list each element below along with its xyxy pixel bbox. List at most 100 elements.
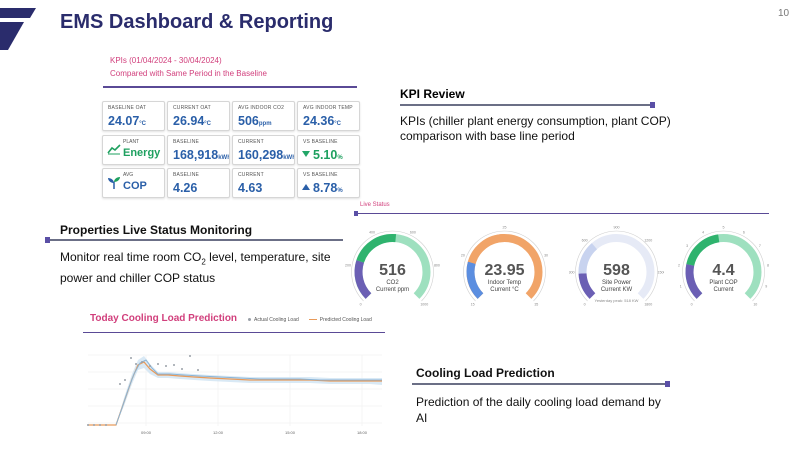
gauge-indoor-temp[interactable]: 15 20 25 30 35 23.95 Indoor Temp Current °C (457, 225, 552, 307)
kpi-label: CURRENT (238, 172, 264, 178)
kpi-value: 26.94°C (173, 114, 212, 128)
kpi-label: AVG INDOOR CO2 (238, 105, 285, 111)
prediction-confidence-band (88, 356, 382, 425)
gauge-value: 516 (379, 262, 406, 279)
kpi-category-name: COP (123, 180, 147, 192)
kpi-card-energy-baseline[interactable]: BASELINE 168,918kWh (167, 135, 230, 165)
x-tick-label: 15:00 (285, 430, 296, 435)
x-tick-label: 12:00 (213, 430, 224, 435)
properties-divider (45, 237, 343, 243)
kpi-card-cop-vs-baseline[interactable]: VS BASELINE 8.78% (297, 168, 360, 198)
cooling-chart-legend[interactable]: Actual Cooling Load Predicted Cooling Loa… (248, 317, 372, 323)
kpi-card-avg-cop[interactable]: AVG COP (102, 168, 165, 198)
gauge-tick-label: 20 (461, 253, 465, 257)
plant-sprout-icon (108, 177, 120, 189)
gauge-fill-low (354, 260, 372, 299)
cooling-prediction-heading: Cooling Load Prediction (416, 366, 555, 380)
gauge-tick-label: 0 (691, 302, 693, 306)
kpi-category-label: PLANT (123, 139, 140, 145)
cooling-chart-divider (83, 332, 385, 333)
x-axis-ticks: 09:00 12:00 15:00 18:00 (141, 430, 368, 435)
page-number: 10 (778, 8, 790, 19)
divider-end-marker (45, 237, 50, 243)
gauge-fill-level (467, 234, 505, 265)
gauge-plant-cop[interactable]: 0 1 2 3 4 5 6 7 8 9 10 4.4 Plant COP Current (676, 225, 771, 307)
x-tick-label: 09:00 (141, 430, 152, 435)
kpi-label: VS BASELINE (303, 172, 338, 178)
gauge-tick-label: 5 (723, 226, 725, 230)
kpi-label: CURRENT OAT (173, 105, 211, 111)
kpi-category-label: AVG (123, 172, 134, 178)
kpi-label: BASELINE (173, 139, 200, 145)
cooling-prediction-description: Prediction of the daily cooling load dem… (416, 395, 661, 425)
x-tick-label: 18:00 (357, 430, 368, 435)
arrow-up-icon (302, 184, 310, 190)
kpi-label: BASELINE (173, 172, 200, 178)
kpi-category-name: Energy (123, 147, 161, 159)
arrow-down-icon (302, 151, 310, 157)
kpi-label: CURRENT (238, 139, 264, 145)
cooling-load-chart[interactable]: 09:00 12:00 15:00 18:00 (80, 350, 385, 442)
company-logo (0, 8, 36, 50)
kpi-value: 24.07°C (108, 114, 147, 128)
gauge-tick-label: 0 (584, 302, 586, 306)
gauge-fill-low (466, 261, 484, 299)
kpi-value: 168,918kWh (173, 148, 230, 162)
gauge-scale-ring (463, 230, 546, 302)
gauge-caption: CO2 Current ppm (375, 280, 410, 293)
divider-end-marker (665, 381, 670, 387)
page-title: EMS Dashboard & Reporting (60, 11, 334, 33)
gauge-tick-label: 2 (678, 263, 680, 267)
kpi-card-energy-current[interactable]: CURRENT 160,298kWh (232, 135, 295, 165)
gauge-caption: Indoor Temp Current °C (487, 280, 522, 293)
kpi-label: AVG INDOOR TEMP (303, 105, 353, 111)
kpi-card-avg-indoor-co2[interactable]: AVG INDOOR CO2 506ppm (232, 101, 295, 131)
kpi-card-energy-vs-baseline[interactable]: VS BASELINE 5.10% (297, 135, 360, 165)
gauge-tick-label: 1000 (420, 302, 428, 306)
gauge-tick-label: 900 (614, 226, 620, 230)
gauge-value: 598 (603, 262, 630, 279)
gauge-tick-label: 800 (434, 263, 440, 267)
kpi-card-current-oat[interactable]: CURRENT OAT 26.94°C (167, 101, 230, 131)
kpi-period: KPIs (01/04/2024 - 30/04/2024) (110, 56, 222, 65)
kpi-panel-header: KPIs (01/04/2024 - 30/04/2024) Compared … (110, 54, 267, 80)
gauge-value: 4.4 (712, 262, 735, 279)
gauge-co2[interactable]: 0 200 400 600 800 1000 516 CO2 Current ppm (345, 225, 440, 307)
actual-cooling-load-points (87, 355, 199, 426)
gauge-tick-label: 1200 (644, 239, 652, 243)
kpi-panel-divider (103, 86, 357, 88)
kpi-value: 160,298kWh (238, 148, 295, 162)
chart-line-icon (107, 144, 121, 155)
gauge-tick-label: 300 (569, 271, 575, 275)
gauge-tick-label: 1 (680, 284, 682, 288)
kpi-label: VS BASELINE (303, 139, 338, 145)
legend-predicted: Predicted Cooling Load (319, 317, 372, 323)
gauge-tick-label: 25 (503, 226, 507, 230)
kpi-card-cop-current[interactable]: CURRENT 4.63 (232, 168, 295, 198)
kpi-card-cop-baseline[interactable]: BASELINE 4.26 (167, 168, 230, 198)
properties-description: Monitor real time room CO2 level, temper… (60, 250, 331, 286)
divider-end-marker (650, 102, 655, 108)
gauge-caption: Plant COP Current (709, 280, 738, 293)
legend-dot-icon (248, 318, 251, 322)
gauge-fill-level (686, 234, 720, 266)
gauge-tick-label: 1800 (644, 302, 652, 306)
gauge-dial: 0 1 2 3 4 5 6 7 8 9 10 (678, 226, 769, 307)
kpi-card-baseline-oat[interactable]: BASELINE OAT 24.07°C (102, 101, 165, 131)
predicted-cooling-load-line (88, 361, 382, 426)
gauge-value: 23.95 (484, 262, 525, 279)
gauge-site-power[interactable]: 0 300 600 900 1200 1500 1800 598 Site PowerCur… (569, 225, 664, 307)
divider-end-marker (354, 211, 358, 216)
kpi-card-plant-energy[interactable]: PLANT Energy (102, 135, 165, 165)
gauge-dial: 15 20 25 30 35 (461, 226, 548, 307)
kpi-review-divider (400, 102, 655, 108)
gauge-tick-label: 600 (410, 230, 416, 234)
live-status-label: Live Status (360, 202, 390, 208)
gauge-scale-ring (575, 230, 658, 302)
gauge-tick-label: 8 (767, 263, 769, 267)
gauge-fill-low (578, 273, 596, 299)
kpi-card-avg-indoor-temp[interactable]: AVG INDOOR TEMP 24.36°C (297, 101, 360, 131)
gauge-tick-label: 35 (534, 302, 538, 306)
live-status-divider (354, 211, 769, 216)
gauge-tick-label: 3 (686, 244, 688, 248)
